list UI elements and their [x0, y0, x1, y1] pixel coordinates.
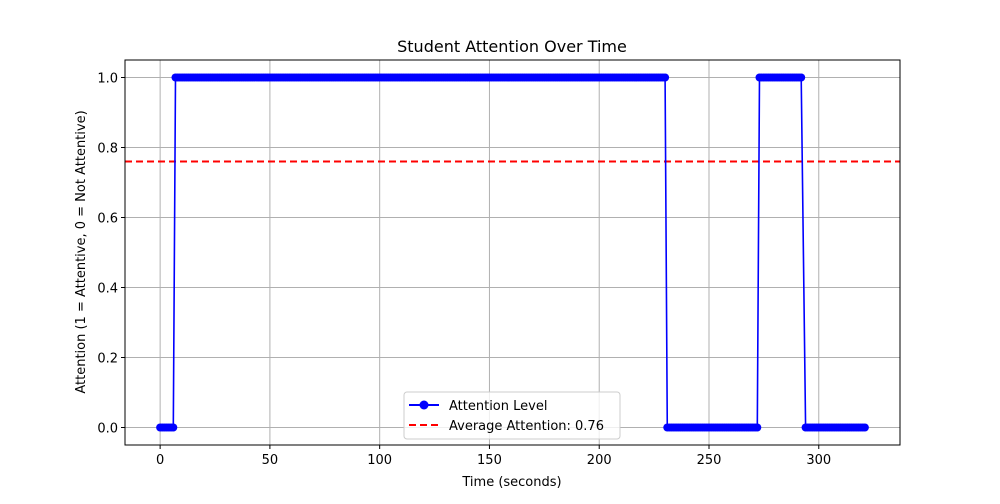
x-tick-label: 150 — [477, 453, 502, 468]
grid — [125, 60, 900, 445]
y-tick-label: 0.8 — [97, 142, 118, 157]
x-tick-label: 50 — [262, 453, 279, 468]
x-tick-label: 100 — [367, 453, 392, 468]
legend-marker-icon — [419, 400, 429, 410]
y-tick-label: 0.2 — [97, 352, 118, 367]
y-tick-label: 1.0 — [97, 72, 118, 87]
plot-frame — [124, 59, 901, 446]
legend-label-average: Average Attention: 0.76 — [449, 419, 604, 434]
attention-point — [661, 73, 670, 82]
x-tick-label: 200 — [587, 453, 612, 468]
axis-ticks: 0 50 100 150 200 250 300 0.0 0.2 0.4 0.6 0.8 1.0 — [97, 72, 831, 469]
legend-box — [403, 391, 621, 440]
y-tick-label: 0.6 — [97, 212, 118, 227]
attention-series — [156, 73, 869, 432]
x-tick-label: 0 — [156, 453, 164, 468]
y-axis-label: Attention (1 = Attentive, 0 = Not Attent… — [74, 110, 89, 393]
x-tick-label: 300 — [806, 453, 831, 468]
attention-point — [860, 423, 869, 432]
x-tick-label: 250 — [697, 453, 722, 468]
attention-point — [169, 423, 178, 432]
y-tick-label: 0.4 — [97, 282, 118, 297]
attention-line — [160, 76, 865, 429]
x-axis-label: Time (seconds) — [461, 475, 561, 490]
attention-point — [797, 73, 806, 82]
y-tick-label: 0.0 — [97, 422, 118, 437]
chart-title: Student Attention Over Time — [397, 37, 627, 56]
legend: Attention Level Average Attention: 0.76 — [403, 391, 621, 440]
attention-point — [753, 423, 762, 432]
legend-label-attention: Attention Level — [449, 399, 547, 414]
